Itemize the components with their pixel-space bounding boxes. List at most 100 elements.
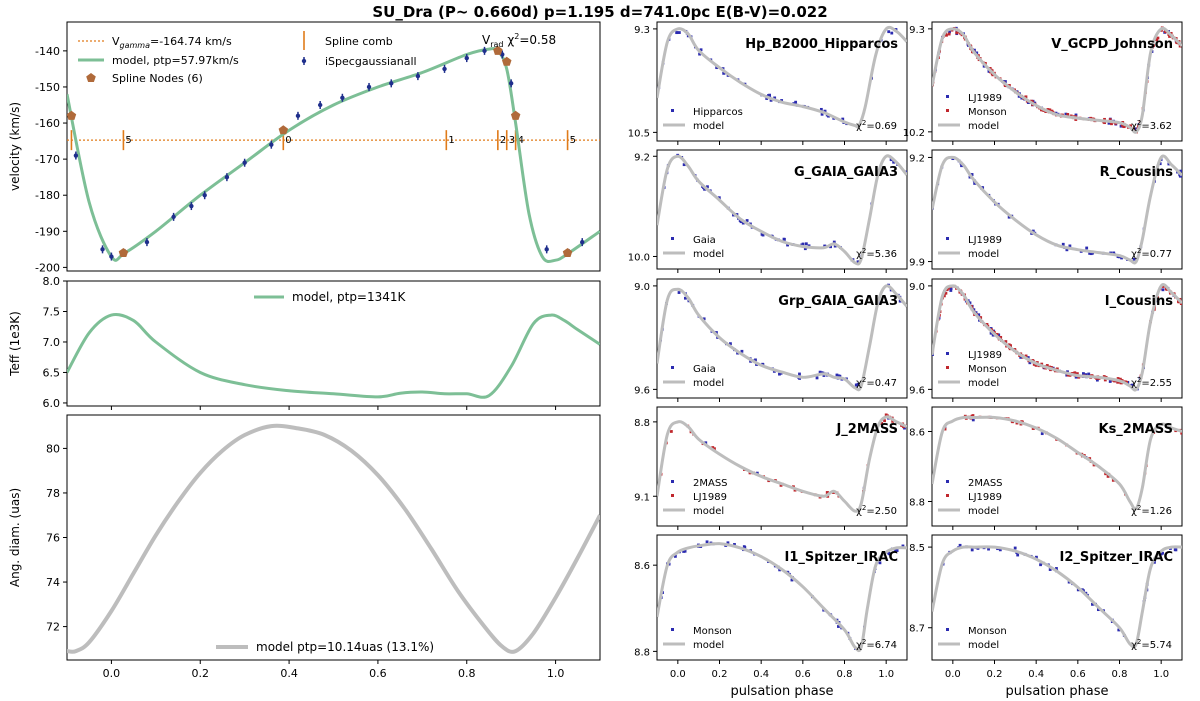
phot-i2-xtick-label: 0.2 — [987, 669, 1003, 680]
phot-r-point — [973, 182, 977, 185]
spline-node-marker — [510, 110, 521, 120]
phot-i2-point — [1039, 563, 1042, 567]
legend-nodes-swatch — [86, 73, 96, 82]
velocity-data-point — [202, 193, 207, 198]
phot-j-ytick-label: 8.8 — [634, 418, 650, 429]
phot-ks-legend-label: model — [968, 506, 999, 517]
velocity-data-point — [109, 254, 114, 259]
phot-ks-point — [943, 427, 947, 431]
phot-r-panel: 9.2 9.9 R_Cousins LJ1989 model χ2=0.77 — [909, 149, 1183, 273]
phot-i2-chi-val: =5.74 — [1141, 640, 1172, 651]
phot-ks-chi-sup: 2 — [1137, 504, 1141, 512]
annot-chi: χ — [504, 33, 515, 47]
legend-vgamma-v: V — [112, 35, 120, 48]
phot-grp-point — [855, 383, 859, 387]
phot-v-point — [1064, 112, 1068, 116]
phot-grp-point — [835, 373, 839, 377]
phot-i1-band-title: I1_Spitzer_IRAC — [785, 550, 898, 565]
phot-i2-xtick-label: 1.0 — [1153, 669, 1169, 680]
phot-v-point — [1122, 125, 1126, 128]
phot-i1-point — [778, 568, 782, 572]
spline-node-marker — [118, 248, 129, 257]
phot-hp-point — [780, 99, 784, 102]
phot-hp-frame — [656, 21, 908, 142]
annot-sub: rad — [490, 40, 503, 49]
phot-i-chi-val: =2.55 — [1141, 378, 1172, 389]
phot-v-point — [1134, 127, 1138, 131]
phot-i-point — [1077, 375, 1081, 379]
phot-grp-point — [740, 349, 744, 353]
phot-v-point — [948, 30, 951, 34]
phot-grp-panel: 9.0 9.6 Grp_GAIA_GAIA3 Gaia model χ2=0.47 — [634, 278, 908, 402]
phot-i2-band-title: I2_Spitzer_IRAC — [1060, 550, 1173, 565]
phot-i2-point — [970, 548, 974, 552]
phot-hp-point — [722, 71, 726, 75]
phot-grp-chi: χ — [856, 378, 862, 389]
phot-ks-ytick-label: 8.8 — [909, 498, 925, 509]
phot-i-point — [991, 333, 995, 337]
angdiam-ylabel: Ang. diam. (uas) — [8, 488, 22, 587]
angdiam-legend-label: model ptp=10.14uas (13.1%) — [256, 640, 434, 654]
phot-g-legend-swatch — [671, 237, 674, 240]
teff-plot — [67, 312, 600, 399]
phot-ks-ytick-label: 8.6 — [909, 428, 925, 439]
phot-i-point — [1024, 354, 1028, 358]
phot-ks-frame — [931, 406, 1183, 527]
phot-j-chi2: χ2=2.50 — [856, 504, 897, 517]
phot-hp-panel: 9.3 10.5 Hp_B2000_Hipparcos Hipparcos model χ… — [628, 21, 908, 145]
phot-g-ytick-label: 10.0 — [628, 252, 650, 263]
phot-i1-xtick-label: 0.6 — [795, 669, 811, 680]
phot-ks-chi: χ — [1131, 506, 1137, 517]
phot-ks-point — [1031, 427, 1035, 430]
phot-r-legend-label: LJ1989 — [968, 235, 1002, 246]
phot-j-chi-sup: 2 — [862, 504, 866, 512]
phot-v-point — [1046, 108, 1050, 111]
velocity-data-point — [100, 247, 105, 252]
phot-i2-ytick-label: 8.5 — [909, 543, 925, 554]
velocity-data-point — [242, 160, 247, 165]
phot-i2-legend-label: Monson — [968, 626, 1007, 637]
phot-i1-point — [743, 546, 747, 549]
legend-model-label: model, ptp=57.97km/s — [112, 54, 239, 67]
phot-r-point — [970, 173, 974, 176]
phot-hp-point — [819, 107, 823, 111]
phot-v-point — [1155, 38, 1159, 42]
phot-i2-panel: 8.5 8.7 0.0 0.2 0.4 0.6 0.8 1.0 pulsation phase I… — [909, 534, 1183, 699]
phot-g-chi-sup: 2 — [862, 247, 866, 255]
phot-i2-chi-sup: 2 — [1137, 638, 1141, 646]
phot-i2-point — [1035, 555, 1038, 559]
phot-i2-point — [1161, 551, 1164, 555]
phot-v-chi-sup: 2 — [1137, 119, 1141, 127]
velocity-data-point — [508, 81, 514, 86]
phot-hp-point — [794, 100, 798, 104]
phot-i2-point — [1153, 560, 1156, 564]
phot-i2-point — [987, 547, 990, 551]
phot-v-point — [1168, 35, 1171, 38]
velocity-data-point — [366, 84, 372, 90]
phot-g-band-title: G_GAIA_GAIA3 — [794, 165, 898, 180]
spline-comb-label: 5 — [125, 135, 131, 146]
phot-ks-band-title: Ks_2MASS — [1099, 422, 1174, 437]
phot-i2-xtick-label: 0.8 — [1112, 669, 1128, 680]
phot-i1-chi-val: =6.74 — [866, 640, 897, 651]
phot-r-point — [1007, 215, 1011, 219]
plots-area: 5 0 1 2 3 4 5-140-150-160-170-180-190-200veloc… — [8, 21, 1183, 699]
phot-i1-model-line — [657, 542, 907, 653]
phot-v-point — [955, 31, 959, 35]
phot-v-legend-label: Monson — [968, 107, 1007, 118]
spline-comb-label: 1 — [448, 135, 454, 146]
phot-i-point — [1019, 355, 1023, 359]
phot-ks-point — [1040, 432, 1044, 436]
velocity-ytick-label: -140 — [35, 45, 60, 58]
phot-r-point — [1065, 248, 1069, 252]
phot-grp-point — [898, 299, 902, 303]
phot-g-point — [741, 221, 745, 225]
phot-grp-ytick-label: 9.0 — [634, 282, 650, 293]
angdiam-xtick-label: 0.6 — [369, 667, 387, 680]
phot-i2-point — [1173, 548, 1177, 552]
angdiam-plot — [67, 423, 600, 654]
phot-grp-point — [715, 331, 718, 334]
phot-hp-point — [841, 117, 845, 121]
phot-j-point — [669, 430, 673, 433]
phot-i-point — [1032, 362, 1036, 366]
